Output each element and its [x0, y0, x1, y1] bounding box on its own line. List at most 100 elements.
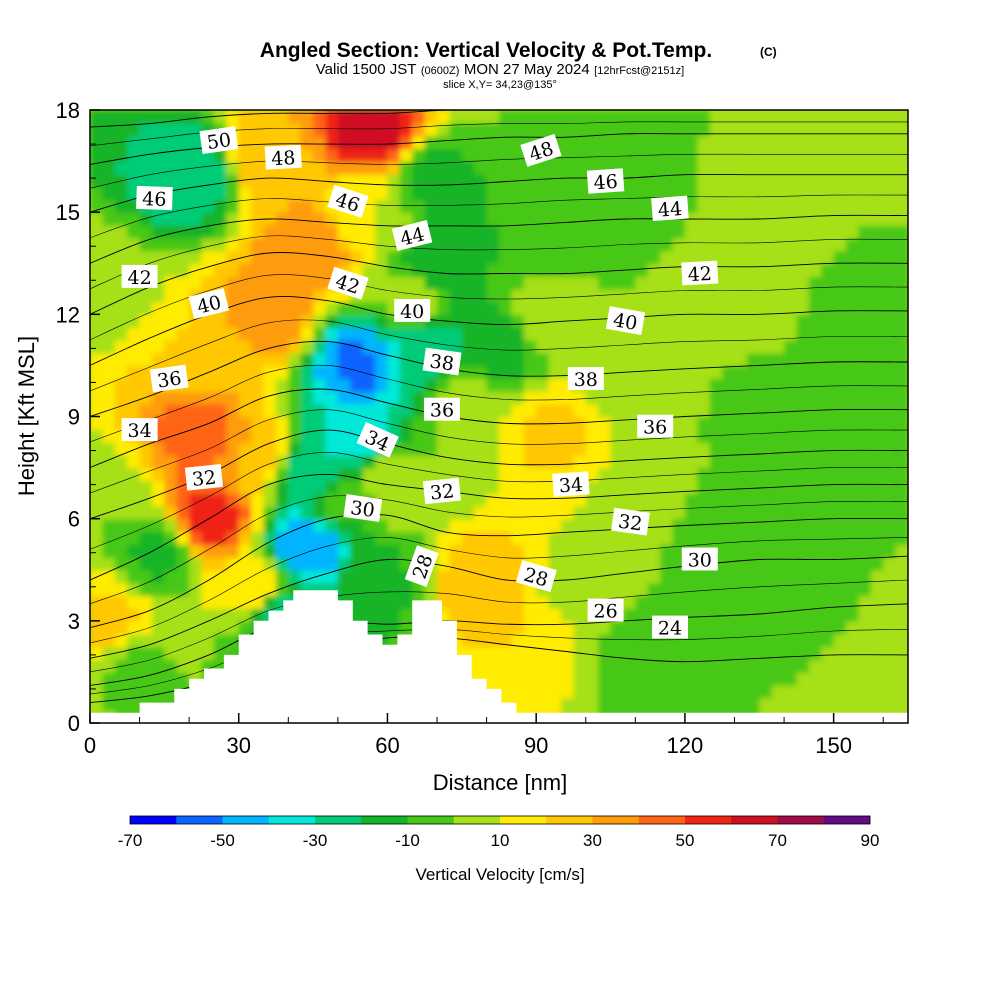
velocity-cell: [684, 442, 699, 456]
velocity-cell: [412, 467, 426, 482]
velocity-cell: [635, 697, 649, 712]
velocity-cell: [883, 263, 897, 277]
velocity-cell: [734, 186, 748, 201]
velocity-cell: [275, 288, 290, 303]
velocity-cell: [90, 148, 104, 162]
velocity-cell: [536, 301, 550, 316]
velocity-cell: [833, 237, 847, 252]
velocity-cell: [114, 250, 128, 265]
velocity-cell: [499, 429, 513, 443]
velocity-cell: [499, 442, 513, 456]
velocity-cell: [461, 467, 475, 482]
velocity-cell: [647, 161, 661, 175]
velocity-cell: [375, 608, 389, 622]
velocity-cell: [536, 659, 550, 673]
velocity-cell: [139, 569, 153, 584]
velocity-cell: [300, 416, 314, 431]
velocity-cell: [226, 339, 240, 354]
velocity-cell: [635, 454, 649, 469]
velocity-cell: [523, 301, 537, 316]
velocity-cell: [647, 314, 661, 328]
velocity-cell: [399, 173, 413, 188]
velocity-cell: [846, 569, 860, 584]
velocity-cell: [325, 454, 339, 469]
velocity-cell: [127, 557, 141, 571]
velocity-cell: [808, 122, 822, 137]
velocity-cell: [870, 352, 884, 367]
velocity-cell: [598, 212, 612, 226]
velocity-cell: [300, 135, 314, 150]
y-tick-label: 0: [68, 711, 80, 736]
velocity-cell: [846, 403, 860, 418]
velocity-cell: [226, 493, 240, 507]
velocity-cell: [808, 339, 822, 354]
velocity-cell: [251, 557, 265, 571]
velocity-cell: [511, 212, 525, 226]
velocity-cell: [846, 697, 860, 712]
velocity-cell: [808, 569, 822, 584]
velocity-cell: [759, 671, 773, 686]
velocity-cell: [337, 403, 352, 418]
contour-label-box: [343, 494, 383, 522]
velocity-cell: [325, 110, 339, 124]
velocity-cell: [164, 352, 178, 367]
velocity-cell: [709, 697, 723, 712]
velocity-cell: [858, 429, 872, 443]
velocity-cell: [275, 480, 290, 494]
velocity-cell: [734, 697, 748, 712]
velocity-cell: [176, 429, 190, 443]
velocity-cell: [399, 493, 413, 507]
theta-contour-36: [90, 388, 908, 469]
velocity-cell: [189, 263, 203, 277]
velocity-cell: [139, 327, 153, 341]
velocity-cell: [883, 646, 897, 660]
colorbar-segment: [176, 816, 223, 824]
velocity-cell: [622, 110, 637, 124]
velocity-cell: [102, 276, 116, 290]
velocity-cell: [833, 339, 847, 354]
velocity-cell: [139, 620, 153, 635]
velocity-cell: [288, 569, 302, 584]
velocity-cell: [263, 352, 277, 367]
velocity-cell: [164, 416, 178, 431]
velocity-cell: [474, 212, 488, 226]
velocity-cell: [895, 352, 908, 367]
velocity-cell: [784, 301, 798, 316]
velocity-cell: [523, 467, 537, 482]
velocity-cell: [858, 493, 872, 507]
velocity-cell: [610, 442, 624, 456]
velocity-cell: [796, 671, 810, 686]
velocity-cell: [213, 505, 228, 520]
contour-label: 30: [681, 547, 718, 572]
velocity-cell: [499, 480, 513, 494]
contour-label: 32: [611, 507, 650, 536]
velocity-cell: [622, 544, 637, 558]
velocity-cell: [300, 237, 314, 252]
velocity-cell: [461, 276, 475, 290]
velocity-cell: [746, 237, 761, 252]
velocity-cell: [635, 199, 649, 213]
velocity-cell: [722, 544, 736, 558]
velocity-cell: [300, 276, 314, 290]
velocity-cell: [684, 148, 699, 162]
velocity-cell: [300, 314, 314, 328]
velocity-cell: [461, 122, 475, 137]
velocity-cell: [697, 161, 711, 175]
colorbar-title: Vertical Velocity [cm/s]: [415, 865, 584, 884]
velocity-cell: [548, 301, 562, 316]
velocity-cell: [523, 608, 537, 622]
velocity-cell: [288, 339, 302, 354]
velocity-cell: [833, 365, 847, 379]
contour-label-box: [515, 560, 557, 593]
velocity-cell: [486, 224, 500, 239]
velocity-cell: [337, 467, 352, 482]
velocity-cell: [697, 250, 711, 265]
velocity-cell: [759, 122, 773, 137]
velocity-cell: [313, 148, 327, 162]
velocity-cell: [437, 148, 451, 162]
velocity-cell: [833, 646, 847, 660]
velocity-cell: [722, 148, 736, 162]
velocity-cell: [722, 135, 736, 150]
